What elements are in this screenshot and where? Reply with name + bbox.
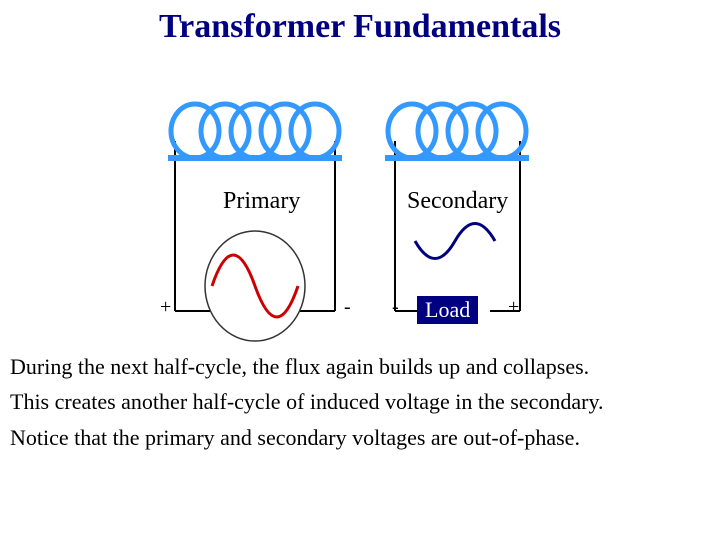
secondary-coil-icon [385,104,529,158]
secondary-wave-icon [415,224,495,259]
load-box: Load [417,296,478,324]
primary-minus-sign: - [344,296,351,319]
transformer-diagram: Primary Secondary + - - + Load [0,46,720,346]
body-line-2: This creates another half-cycle of induc… [10,389,706,414]
primary-coil-icon [168,104,342,158]
primary-source-icon [205,231,305,341]
secondary-plus-sign: + [508,296,519,319]
secondary-minus-sign: - [392,296,399,319]
secondary-label: Secondary [407,188,508,215]
page-title: Transformer Fundamentals [0,8,720,46]
secondary-circuit [395,141,520,311]
primary-plus-sign: + [160,296,171,319]
body-line-1: During the next half-cycle, the flux aga… [10,354,706,379]
primary-label: Primary [223,188,300,215]
body-line-3: Notice that the primary and secondary vo… [10,425,706,450]
diagram-svg [0,46,720,346]
